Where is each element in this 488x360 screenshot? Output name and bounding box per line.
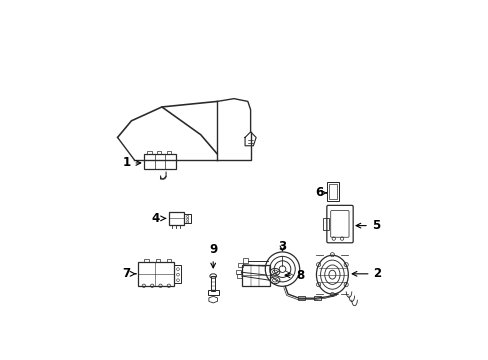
Bar	[183, 214, 191, 223]
Text: 4: 4	[151, 212, 165, 225]
Bar	[242, 265, 269, 286]
Bar	[326, 182, 339, 201]
Text: 9: 9	[209, 243, 217, 268]
Bar	[144, 260, 148, 262]
Bar	[207, 291, 218, 296]
Bar	[143, 154, 175, 169]
Bar	[138, 262, 174, 286]
Bar	[297, 296, 304, 301]
Text: 5: 5	[355, 219, 379, 232]
Circle shape	[265, 252, 299, 286]
Bar	[243, 258, 248, 263]
Bar	[210, 276, 215, 291]
Bar	[238, 262, 243, 267]
Bar	[166, 260, 171, 262]
Text: 3: 3	[278, 240, 286, 253]
Bar	[236, 270, 241, 274]
Bar	[155, 260, 160, 262]
Bar	[166, 151, 171, 154]
Text: 1: 1	[122, 157, 141, 170]
Bar	[323, 218, 328, 230]
Bar	[157, 151, 161, 154]
Bar	[328, 184, 336, 199]
Bar	[236, 274, 241, 278]
Bar	[174, 265, 181, 283]
Text: 2: 2	[351, 267, 381, 280]
Bar	[147, 151, 151, 154]
Ellipse shape	[316, 255, 347, 294]
Text: 6: 6	[315, 186, 326, 199]
Bar	[168, 212, 183, 225]
Text: 7: 7	[122, 267, 136, 280]
Text: 8: 8	[285, 269, 304, 282]
Bar	[314, 296, 321, 301]
